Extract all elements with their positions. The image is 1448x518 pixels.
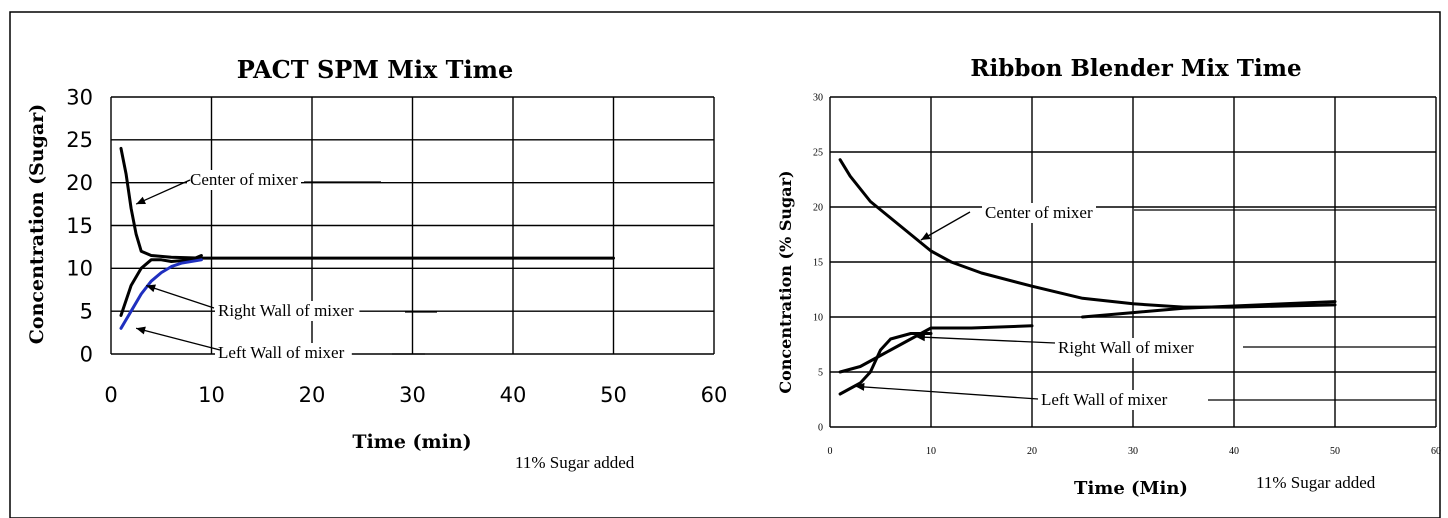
annotation-arrowhead [920, 232, 931, 240]
x-tick-label: 30 [1128, 446, 1138, 457]
y-tick-label: 20 [813, 203, 823, 214]
x-tick-label: 40 [1229, 446, 1239, 457]
chart-title: Ribbon Blender Mix Time [970, 55, 1301, 82]
x-axis-label: Time (min) [352, 431, 471, 453]
annotation-label: Right Wall of mixer [218, 301, 354, 320]
x-tick-label: 20 [299, 383, 326, 407]
y-tick-label: 15 [66, 214, 93, 238]
annotation-label: Left Wall of mixer [1041, 390, 1168, 409]
note-sugar-added: 11% Sugar added [515, 453, 635, 472]
series-line [838, 324, 1034, 374]
annotation-label-bg [1055, 338, 1200, 358]
y-axis-label: Concentration (Sugar) [26, 104, 48, 344]
y-tick-label: 20 [66, 171, 93, 195]
chart-ribbon-blender: Ribbon Blender Mix Time Concentration (%… [776, 55, 1441, 499]
annotation-label-bg [215, 343, 352, 363]
x-tick-label: 50 [600, 383, 627, 407]
x-tick-label: 60 [701, 383, 728, 407]
plot-area: 0 5 10 15 20 25 30 0 10 20 30 40 50 60 Center of mixer… [813, 93, 1441, 458]
x-tick-label: 0 [828, 446, 833, 457]
y-tick-label: 30 [66, 85, 93, 109]
series-line [838, 158, 1337, 309]
annotation-label-bg [982, 203, 1096, 223]
annotation-label-bg [187, 170, 301, 190]
annotation-arrowhead [146, 284, 156, 293]
series-line [119, 146, 615, 260]
annotation-arrowhead [136, 326, 146, 335]
chart-title: PACT SPM Mix Time [237, 55, 514, 84]
series-line [119, 254, 203, 317]
annotation-arrowhead [855, 382, 865, 391]
x-tick-label: 0 [104, 383, 117, 407]
annotation-arrow-line [135, 179, 191, 205]
series-line [1081, 300, 1337, 319]
y-tick-label: 10 [66, 257, 93, 281]
x-axis-label: Time (Min) [1074, 478, 1188, 499]
y-tick-label: 0 [818, 423, 823, 434]
chart-pact-spm: PACT SPM Mix Time Concentration (Sugar) … [26, 55, 727, 472]
annotation-label: Right Wall of mixer [1058, 338, 1194, 357]
y-axis-label: Concentration (% Sugar) [776, 170, 795, 393]
x-tick-label: 30 [399, 383, 426, 407]
annotation-arrowhead [915, 333, 926, 342]
x-tick-label: 60 [1431, 446, 1441, 457]
annotation-arrow-line [145, 284, 215, 309]
annotation-arrowhead [136, 196, 146, 205]
annotation-arrow-line [135, 327, 221, 351]
x-tick-label: 40 [500, 383, 527, 407]
x-tick-label: 50 [1330, 446, 1340, 457]
note-sugar-added: 11% Sugar added [1256, 473, 1376, 492]
y-tick-label: 5 [80, 300, 93, 324]
series-line [838, 332, 933, 396]
y-tick-label: 5 [818, 368, 823, 379]
annotation-arrow-line [915, 336, 1056, 344]
annotation-label: Center of mixer [190, 170, 298, 189]
y-tick-label: 10 [813, 313, 823, 324]
annotation-label-bg [215, 301, 360, 321]
y-tick-label: 25 [66, 128, 93, 152]
x-tick-label: 20 [1027, 446, 1037, 457]
plot-area: 0 5 10 15 20 25 30 0 10 20 30 40 50 60 Center of mixer… [66, 85, 727, 407]
y-tick-label: 0 [80, 342, 93, 366]
y-tick-label: 30 [813, 93, 823, 104]
annotation-label-bg [1038, 390, 1175, 410]
y-tick-label: 25 [813, 148, 823, 159]
annotation-label: Center of mixer [985, 203, 1093, 222]
annotation-arrow-line [920, 211, 971, 241]
annotation-label: Left Wall of mixer [218, 343, 345, 362]
series-line [119, 258, 203, 330]
figure-border [9, 11, 1441, 518]
annotation-arrow-line [855, 385, 1039, 400]
x-tick-label: 10 [198, 383, 225, 407]
x-tick-label: 10 [926, 446, 936, 457]
y-tick-label: 15 [813, 258, 823, 269]
